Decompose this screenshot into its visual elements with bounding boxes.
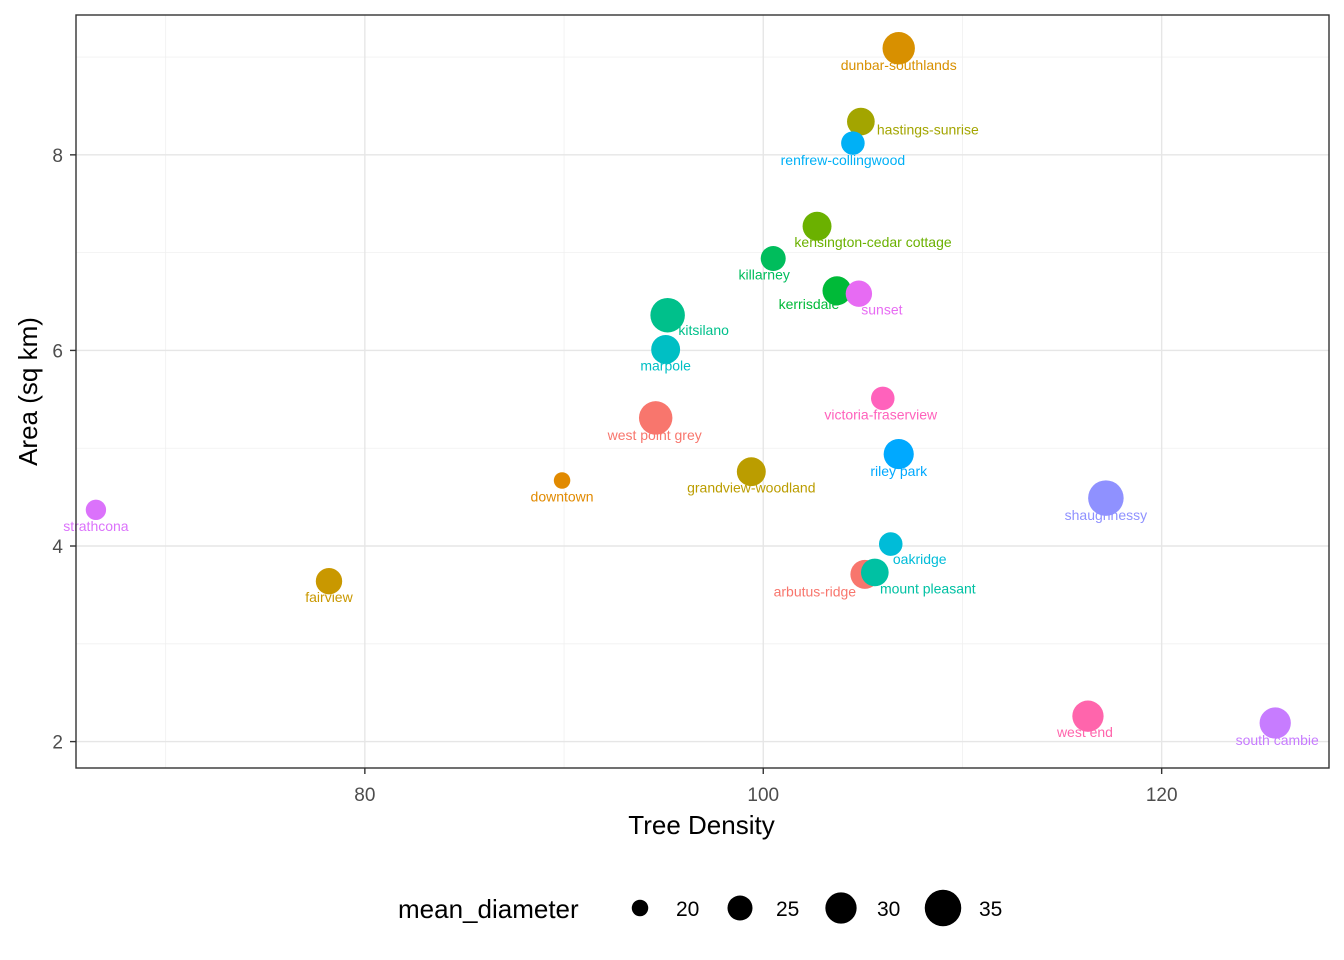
legend-key-circle: [727, 895, 753, 921]
data-point: [553, 472, 571, 489]
legend-key-circle: [631, 899, 649, 917]
point-label: killarney: [739, 267, 790, 283]
data-point: [638, 401, 673, 435]
point-label: dunbar-southlands: [841, 57, 957, 73]
data-point: [847, 107, 875, 136]
data-point: [85, 499, 107, 520]
y-tick-label: 6: [52, 341, 63, 362]
point-label: shaughnessy: [1065, 507, 1148, 523]
point-label: fairview: [305, 589, 353, 605]
legend-key-circle: [924, 889, 962, 927]
data-point: [845, 280, 873, 307]
data-point: [841, 131, 865, 155]
legend-key-label: 30: [877, 898, 900, 921]
x-tick-label: 100: [747, 785, 779, 806]
point-label: oakridge: [893, 551, 947, 567]
point-label: west point grey: [607, 427, 702, 443]
data-point: [315, 568, 343, 595]
data-point: [802, 211, 832, 241]
x-tick-label: 120: [1146, 785, 1178, 806]
axes: 80 100 120 2 4 6 8: [52, 146, 1177, 806]
point-label: downtown: [531, 488, 594, 504]
data-point: [882, 32, 915, 65]
point-label: marpole: [640, 357, 691, 373]
legend-title: mean_diameter: [398, 894, 579, 924]
point-label: mount pleasant: [880, 580, 976, 596]
point-label: victoria-fraserview: [824, 406, 938, 422]
grid: [76, 15, 1329, 768]
legend-key-label: 25: [776, 898, 799, 921]
point-label: kerrisdale: [779, 296, 840, 312]
point-label: kensington-cedar cottage: [794, 234, 951, 250]
y-axis-title: Area (sq km): [13, 317, 43, 466]
x-tick-label: 80: [354, 785, 375, 806]
y-tick-label: 4: [52, 537, 63, 558]
data-point: [878, 532, 903, 556]
point-label: riley park: [870, 463, 928, 479]
plot-panel-border: [75, 14, 1330, 769]
point-label: renfrew-collingwood: [781, 152, 906, 168]
legend-key-label: 35: [979, 898, 1002, 921]
point-label: hastings-sunrise: [877, 122, 979, 138]
data-point: [651, 334, 681, 364]
point-label: grandview-woodland: [687, 480, 815, 496]
point-labels: dunbar-southlands hastings-sunrise renfrew…: [63, 57, 1319, 748]
data-point: [883, 439, 914, 470]
x-axis-title: Tree Density: [628, 810, 774, 840]
data-point: [1259, 707, 1291, 739]
point-label: west end: [1056, 724, 1113, 740]
point-label: kitsilano: [678, 322, 729, 338]
point-label: south cambie: [1236, 732, 1319, 748]
data-point: [650, 297, 685, 333]
point-label: strathcona: [63, 518, 129, 534]
data-point: [1072, 700, 1104, 732]
y-tick-label: 8: [52, 146, 63, 167]
data-point: [760, 245, 786, 272]
legend-key-label: 20: [676, 898, 699, 921]
data-point: [860, 558, 889, 587]
size-legend: mean_diameter 20 25 30 35: [398, 889, 1002, 927]
data-point: [736, 457, 766, 487]
data-point: [1088, 480, 1124, 516]
data-point: [822, 276, 852, 306]
point-label: sunset: [861, 302, 902, 318]
legend-key-circle: [825, 892, 857, 924]
data-point: [871, 386, 895, 411]
data-points: [85, 32, 1291, 739]
y-tick-label: 2: [52, 733, 63, 754]
point-label: arbutus-ridge: [774, 583, 857, 599]
